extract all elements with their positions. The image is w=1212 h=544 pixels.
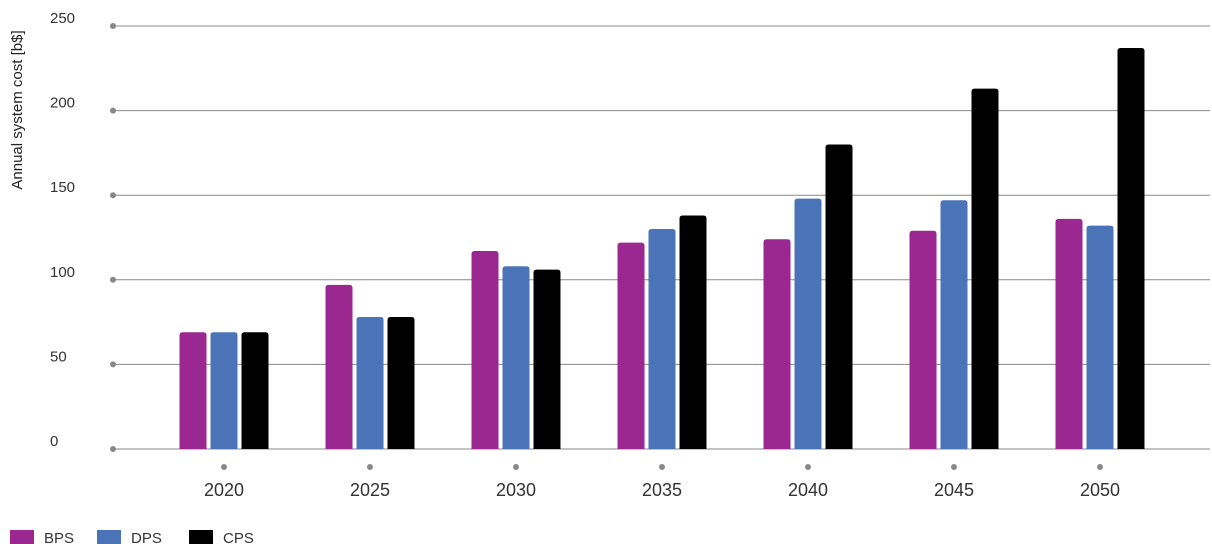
x-tick-label: 2020 bbox=[204, 480, 244, 500]
y-tick-label: 200 bbox=[50, 95, 75, 112]
legend-swatch-bps bbox=[10, 530, 34, 544]
bar-dps-2040 bbox=[794, 198, 822, 449]
x-tick-dot bbox=[1097, 464, 1103, 470]
x-axis-ticks: 2020 2025 2030 2035 2040 2045 2050 bbox=[204, 464, 1120, 500]
x-tick-label: 2030 bbox=[496, 480, 536, 500]
y-tick-dot bbox=[110, 276, 116, 283]
bar-cps-2035 bbox=[679, 215, 707, 449]
x-tick-label: 2045 bbox=[934, 480, 974, 500]
y-tick-dot bbox=[110, 192, 116, 199]
x-tick-label: 2035 bbox=[642, 480, 682, 500]
bar-dps-2030 bbox=[502, 266, 530, 449]
bar-bps-2050 bbox=[1055, 218, 1083, 449]
y-tick-label: 100 bbox=[50, 264, 75, 281]
x-tick-dot bbox=[221, 464, 227, 470]
legend-swatch-cps bbox=[189, 530, 213, 544]
y-tick-dot bbox=[110, 23, 116, 29]
x-tick-label: 2040 bbox=[788, 480, 828, 500]
legend: BPS DPS CPS bbox=[10, 530, 254, 544]
y-tick-dot bbox=[110, 107, 116, 114]
bar-bps-2020 bbox=[179, 332, 207, 449]
bar-dps-2035 bbox=[648, 229, 676, 449]
bar-bps-2025 bbox=[325, 284, 353, 449]
bar-bps-2045 bbox=[909, 230, 937, 449]
y-tick-dot bbox=[110, 446, 116, 452]
legend-label-dps: DPS bbox=[131, 530, 162, 544]
y-tick-dot bbox=[110, 361, 116, 368]
bar-cps-2020 bbox=[241, 332, 269, 449]
bar-dps-2050 bbox=[1086, 225, 1114, 449]
bar-bps-2035 bbox=[617, 242, 645, 449]
x-tick-dot bbox=[951, 464, 957, 470]
bar-cps-2040 bbox=[825, 144, 853, 449]
legend-label-bps: BPS bbox=[44, 530, 74, 544]
x-tick-dot bbox=[805, 464, 811, 470]
bar-dps-2025 bbox=[356, 317, 384, 449]
x-tick-label: 2025 bbox=[350, 480, 390, 500]
bar-dps-2045 bbox=[940, 200, 968, 449]
y-tick-label: 0 bbox=[50, 433, 58, 450]
y-axis-label: Annual system cost [b$] bbox=[9, 30, 26, 189]
bar-cps-2050 bbox=[1117, 47, 1145, 449]
bar-cps-2025 bbox=[387, 317, 415, 449]
bar-dps-2020 bbox=[210, 332, 238, 449]
bar-cps-2045 bbox=[971, 88, 999, 449]
legend-swatch-dps bbox=[97, 530, 121, 544]
bar-bps-2040 bbox=[763, 239, 791, 449]
legend-label-cps: CPS bbox=[223, 530, 254, 544]
bar-bps-2030 bbox=[471, 251, 499, 449]
y-tick-label: 250 bbox=[50, 10, 75, 27]
x-tick-dot bbox=[659, 464, 665, 470]
y-axis-ticks: 0 50 100 150 200 250 bbox=[50, 10, 116, 452]
y-tick-label: 150 bbox=[50, 179, 75, 196]
x-tick-dot bbox=[513, 464, 519, 470]
x-tick-dot bbox=[367, 464, 373, 470]
y-tick-label: 50 bbox=[50, 348, 67, 365]
bar-cps-2030 bbox=[533, 269, 561, 449]
bars bbox=[179, 47, 1145, 449]
x-tick-label: 2050 bbox=[1080, 480, 1120, 500]
